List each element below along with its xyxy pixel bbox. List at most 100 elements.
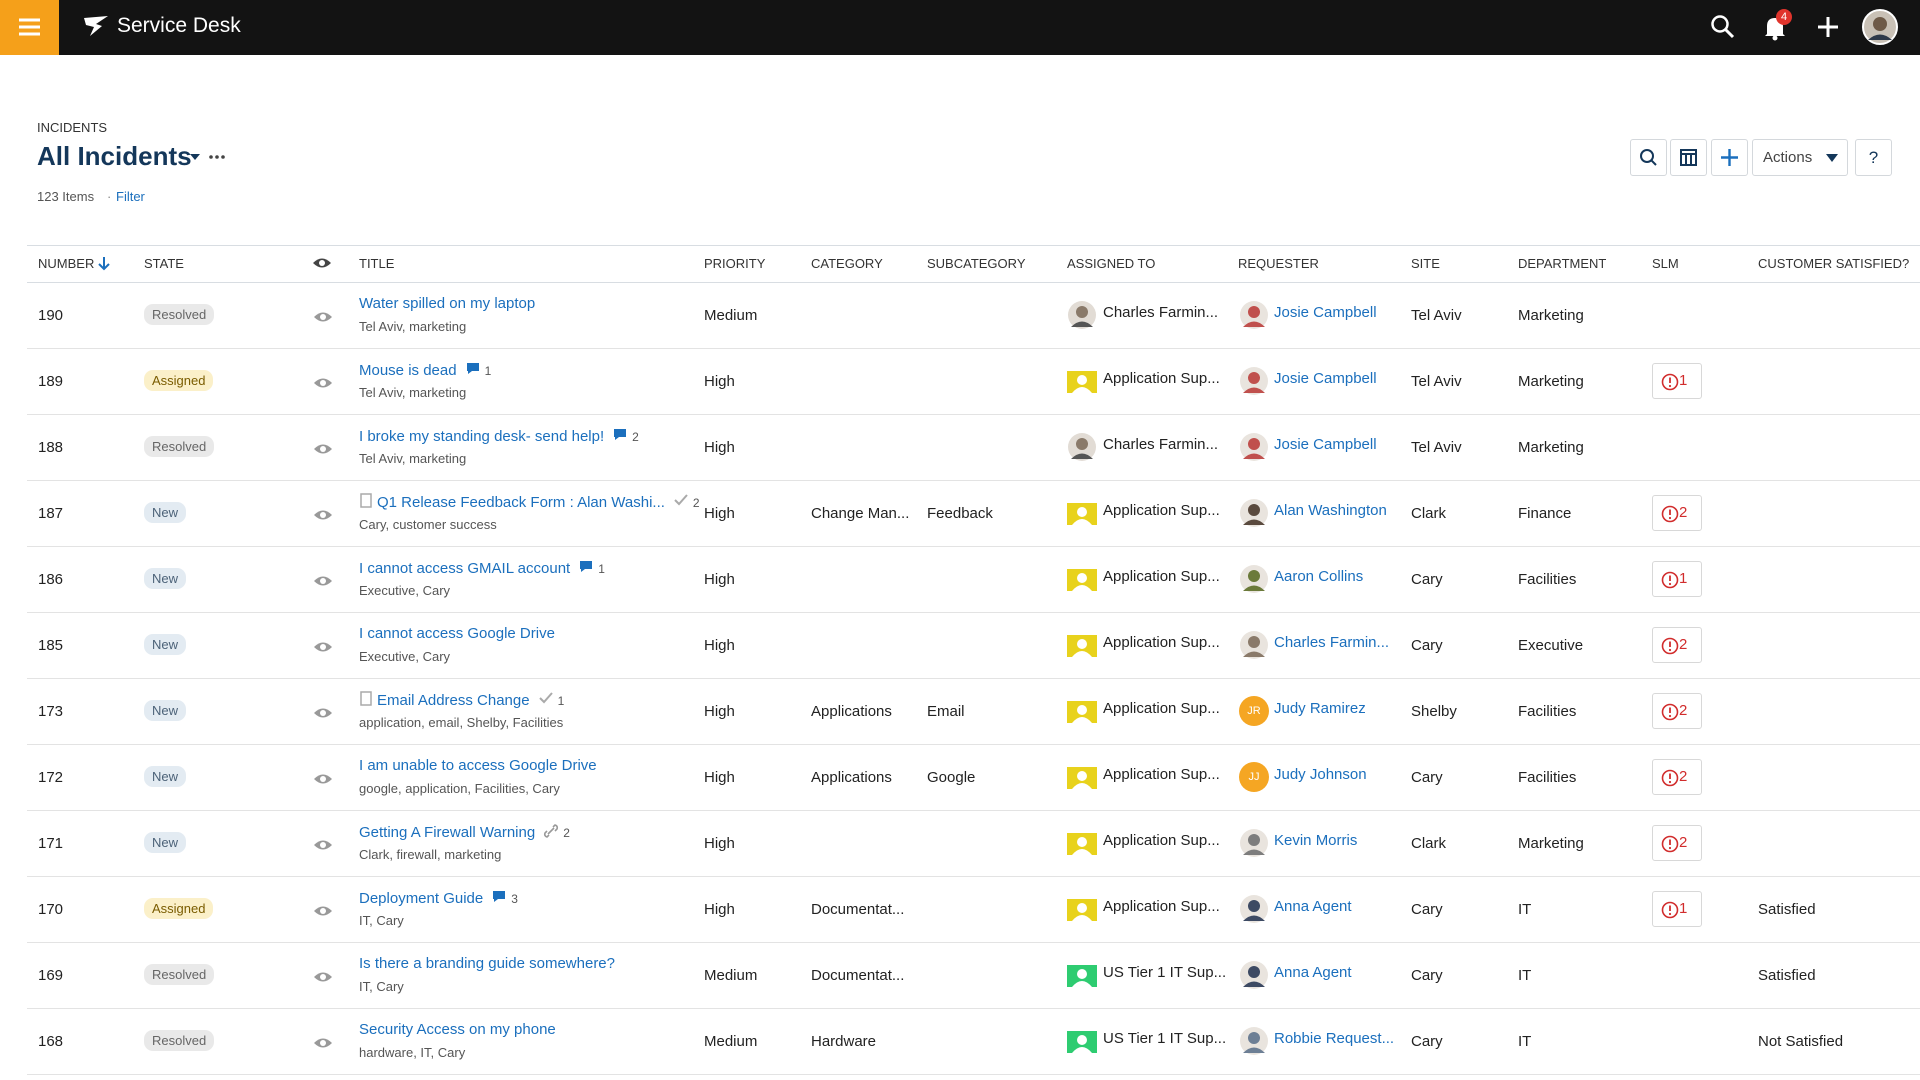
incident-title[interactable]: Water spilled on my laptop <box>359 295 536 312</box>
search-button[interactable] <box>1630 139 1667 176</box>
sort-icon[interactable] <box>98 256 110 271</box>
assigned-to[interactable]: Application Sup... <box>1103 898 1220 915</box>
assigned-to[interactable]: Charles Farmin... <box>1103 436 1219 453</box>
customer-satisfied: Not Satisfied <box>1758 1033 1844 1050</box>
column-header[interactable]: SLM <box>1652 256 1679 271</box>
slm-badge[interactable]: 2 <box>1652 759 1702 795</box>
table-row[interactable]: 168 Resolved Security Access on my phone ha… <box>27 1009 1920 1075</box>
requester[interactable]: Charles Farmin... <box>1274 634 1390 651</box>
requester[interactable]: Alan Washington <box>1274 502 1387 519</box>
requester[interactable]: Judy Johnson <box>1274 766 1367 783</box>
search-icon[interactable] <box>1710 14 1736 40</box>
assigned-to[interactable]: Application Sup... <box>1103 766 1220 783</box>
add-button[interactable] <box>1711 139 1748 176</box>
table-row[interactable]: 170 Assigned Deployment Guide 3 IT, Cary High… <box>27 877 1920 943</box>
requester-avatar <box>1240 895 1268 923</box>
assigned-to[interactable]: Application Sup... <box>1103 700 1220 717</box>
requester[interactable]: Anna Agent <box>1274 964 1352 981</box>
warning-icon <box>1661 637 1679 655</box>
column-header[interactable]: CATEGORY <box>811 256 883 271</box>
table-row[interactable]: 169 Resolved Is there a branding guide som… <box>27 943 1920 1009</box>
column-header[interactable]: CUSTOMER SATISFIED? <box>1758 256 1910 271</box>
add-icon[interactable] <box>1816 15 1840 39</box>
requester[interactable]: Josie Campbell <box>1274 370 1377 387</box>
warning-icon <box>1661 901 1679 919</box>
watch-icon <box>314 378 332 388</box>
state-pill: New <box>144 700 187 721</box>
table-row[interactable]: 173 New Email Address Change 1 application, … <box>27 679 1920 745</box>
incident-title[interactable]: Q1 Release Feedback Form : Alan Washi... <box>377 494 665 511</box>
title-menu[interactable] <box>188 150 228 164</box>
menu-button[interactable] <box>0 0 59 55</box>
assigned-to[interactable]: Application Sup... <box>1103 370 1220 387</box>
incident-title[interactable]: I cannot access GMAIL account <box>359 560 571 577</box>
column-header[interactable]: SITE <box>1411 256 1440 271</box>
assigned-to[interactable]: Application Sup... <box>1103 568 1220 585</box>
table-row[interactable]: 190 Resolved Water spilled on my laptop Tel… <box>27 283 1920 349</box>
requester[interactable]: Josie Campbell <box>1274 436 1377 453</box>
form-icon <box>359 493 377 508</box>
column-header[interactable]: STATE <box>144 256 184 271</box>
site: Clark <box>1411 835 1447 852</box>
incident-title[interactable]: I am unable to access Google Drive <box>359 757 597 774</box>
requester[interactable]: Josie Campbell <box>1274 304 1377 321</box>
slm-count: 1 <box>1679 570 1688 587</box>
requester[interactable]: Kevin Morris <box>1274 832 1358 849</box>
table-row[interactable]: 186 New I cannot access GMAIL account 1 Exec… <box>27 547 1920 613</box>
table-row[interactable]: 171 New Getting A Firewall Warning 2 Clark, … <box>27 811 1920 877</box>
incident-title[interactable]: Getting A Firewall Warning <box>359 824 536 841</box>
table-row[interactable]: 185 New I cannot access Google Drive Execut… <box>27 613 1920 679</box>
assigned-to[interactable]: Application Sup... <box>1103 832 1220 849</box>
incident-title[interactable]: Mouse is dead <box>359 362 457 379</box>
slm-badge[interactable]: 2 <box>1652 495 1702 531</box>
state-pill: New <box>144 766 187 787</box>
incident-title[interactable]: Email Address Change <box>377 692 530 709</box>
column-header[interactable]: TITLE <box>359 256 395 271</box>
column-header[interactable]: DEPARTMENT <box>1518 256 1607 271</box>
column-header[interactable]: ASSIGNED TO <box>1067 256 1156 271</box>
incident-title[interactable]: Security Access on my phone <box>359 1021 556 1038</box>
user-avatar[interactable] <box>1862 9 1898 45</box>
slm-badge[interactable]: 1 <box>1652 891 1702 927</box>
incident-title[interactable]: I broke my standing desk- send help! <box>359 428 605 445</box>
badge-count: 1 <box>598 562 605 576</box>
incident-title[interactable]: Is there a branding guide somewhere? <box>359 955 615 972</box>
column-header[interactable]: NUMBER <box>38 256 95 271</box>
slm-badge[interactable]: 1 <box>1652 363 1702 399</box>
requester[interactable]: Judy Ramirez <box>1274 700 1366 717</box>
assigned-to[interactable]: US Tier 1 IT Sup... <box>1103 964 1227 981</box>
state-pill: New <box>144 568 187 589</box>
assigned-to[interactable]: US Tier 1 IT Sup... <box>1103 1030 1227 1047</box>
assigned-to[interactable]: Application Sup... <box>1103 634 1220 651</box>
category: Hardware <box>811 1033 877 1050</box>
assigned-to[interactable]: Application Sup... <box>1103 502 1220 519</box>
requester[interactable]: Robbie Request... <box>1274 1030 1395 1047</box>
slm-badge[interactable]: 1 <box>1652 561 1702 597</box>
warning-icon <box>1661 505 1679 523</box>
incident-title[interactable]: Deployment Guide <box>359 890 484 907</box>
filter-link[interactable]: Filter <box>116 189 145 204</box>
actions-button[interactable]: Actions <box>1752 139 1848 176</box>
site: Tel Aviv <box>1411 307 1462 324</box>
page-title[interactable]: All Incidents <box>37 141 192 171</box>
assigned-to[interactable]: Charles Farmin... <box>1103 304 1219 321</box>
column-header[interactable]: REQUESTER <box>1238 256 1319 271</box>
requester-avatar <box>1240 367 1268 395</box>
incident-tags: Tel Aviv, marketing <box>359 319 467 334</box>
column-header[interactable]: SUBCATEGORY <box>927 256 1026 271</box>
slm-badge[interactable]: 2 <box>1652 627 1702 663</box>
column-header[interactable]: PRIORITY <box>704 256 766 271</box>
incident-title[interactable]: I cannot access Google Drive <box>359 625 555 642</box>
requester[interactable]: Aaron Collins <box>1274 568 1364 585</box>
requester[interactable]: Anna Agent <box>1274 898 1352 915</box>
slm-count: 1 <box>1679 372 1688 389</box>
slm-badge[interactable]: 2 <box>1652 825 1702 861</box>
table-row[interactable]: 187 New Q1 Release Feedback Form : Alan Wa… <box>27 481 1920 547</box>
table-row[interactable]: 188 Resolved I broke my standing desk- sen… <box>27 415 1920 481</box>
help-button[interactable]: ? <box>1855 139 1892 176</box>
slm-badge[interactable]: 2 <box>1652 693 1702 729</box>
columns-button[interactable] <box>1670 139 1707 176</box>
table-row[interactable]: 189 Assigned Mouse is dead 1 Tel Aviv, marke… <box>27 349 1920 415</box>
table-row[interactable]: 172 New I am unable to access Google Drive… <box>27 745 1920 811</box>
category: Applications <box>811 769 892 786</box>
